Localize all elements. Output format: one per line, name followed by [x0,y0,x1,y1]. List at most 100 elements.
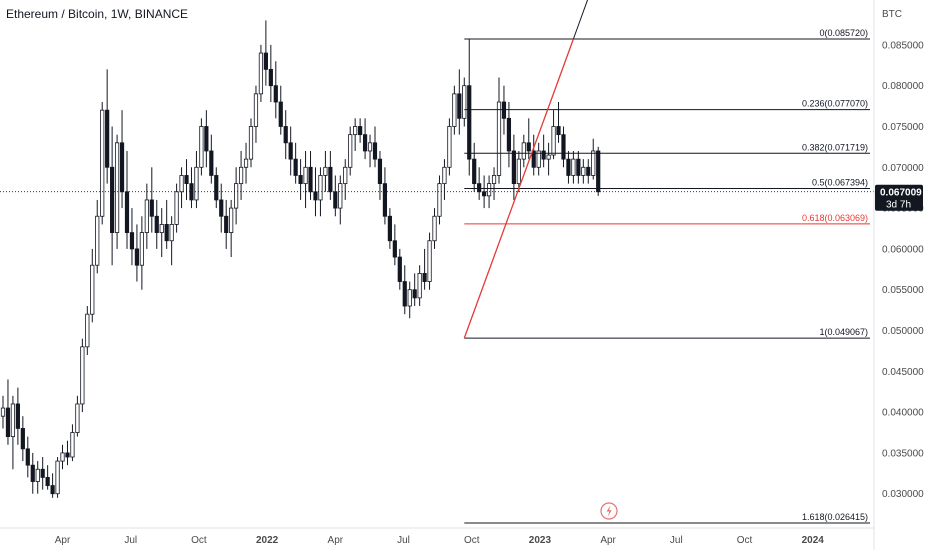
candle [238,150,244,200]
candle [129,208,135,266]
candle [402,265,407,315]
x-tick-label: Apr [55,535,71,546]
candle [199,118,204,176]
candle [50,473,55,498]
candle [55,457,60,498]
fib-level-label: 1.618(0.026415) [802,512,868,522]
candle [358,118,363,143]
candle [40,457,45,490]
lightning-icon[interactable] [600,502,618,520]
candle [65,440,70,466]
candle [229,199,234,258]
candle [0,395,6,429]
candle [382,167,388,225]
candle [437,175,442,225]
candle [224,199,229,249]
candle [392,224,397,266]
candle [174,183,179,233]
y-tick-label: 0.050000 [882,326,924,337]
candle [477,167,482,200]
candle [491,167,497,200]
candle [278,85,283,135]
candle [432,208,437,249]
candle [234,167,239,225]
candle [333,175,338,217]
candle [263,20,268,86]
y-tick-label: 0.085000 [882,40,924,51]
fib-trend-line[interactable] [463,38,575,339]
candle [75,395,80,437]
candle [506,102,512,168]
y-tick-label: 0.060000 [882,244,924,255]
current-price-tag-bg [875,184,923,211]
y-tick-label: 0.030000 [882,489,924,500]
candle [422,248,427,290]
y-tick-label: 0.070000 [882,163,924,174]
candle [452,85,457,135]
candle [377,150,383,200]
candle [348,126,353,176]
candle [417,265,422,307]
candle [546,142,551,176]
candle [273,61,278,119]
candle [154,199,159,249]
candle [35,461,40,494]
candle [442,159,447,200]
fib-level-label: 0.618(0.063069) [802,213,868,223]
candle [139,216,144,290]
candle [134,224,140,282]
candle [387,208,392,249]
candle [591,138,596,180]
candle [25,436,30,478]
candle [482,175,487,209]
candle [159,208,164,258]
candle [164,199,169,249]
candle [288,126,293,176]
candle [298,159,303,200]
candle [323,150,328,192]
candle [586,159,591,184]
overlay-layer [0,0,874,339]
candle [105,69,110,184]
x-tick-label: Oct [191,535,207,546]
candle [253,85,259,143]
x-tick-label: Jul [670,535,683,546]
candles-layer [0,20,601,498]
fib-level-label: 0.382(0.071719) [802,142,868,152]
candle [318,167,323,217]
candle [467,39,472,176]
y-tick-label: 0.075000 [882,122,924,133]
candle [5,379,11,445]
y-tick-label: 0.045000 [882,367,924,378]
candle [308,150,313,200]
current-price-tag[interactable]: 0.067009 3d 7h [875,184,923,211]
x-tick-label: 2023 [529,535,552,546]
candle [372,126,378,168]
y-tick-label: 0.040000 [882,408,924,419]
candle [516,150,521,192]
candle [462,77,467,127]
candle [407,281,412,319]
x-axis[interactable]: Apr Jul Oct 2022 Apr Jul Oct 2023 Apr Jul Oct 2024 [55,535,825,546]
current-price-countdown: 3d 7h [886,200,911,211]
candle [90,248,95,323]
candle [214,167,219,209]
candle [501,85,507,135]
candle [110,126,115,266]
y-axis[interactable]: 0.0850000.0800000.0750000.0700000.065000… [882,40,924,500]
y-tick-label: 0.055000 [882,285,924,296]
candle [258,44,264,103]
y-axis-unit: BTC [882,9,902,20]
candle [204,110,209,168]
fib-level-label: 1(0.049067) [819,327,868,337]
x-tick-label: Jul [124,535,137,546]
candle [566,150,571,184]
candle [541,134,546,168]
candle [427,232,432,290]
fib-level-label: 0(0.085720) [819,28,868,38]
candle [100,102,105,225]
candle [194,150,199,209]
y-tick-label: 0.080000 [882,81,924,92]
